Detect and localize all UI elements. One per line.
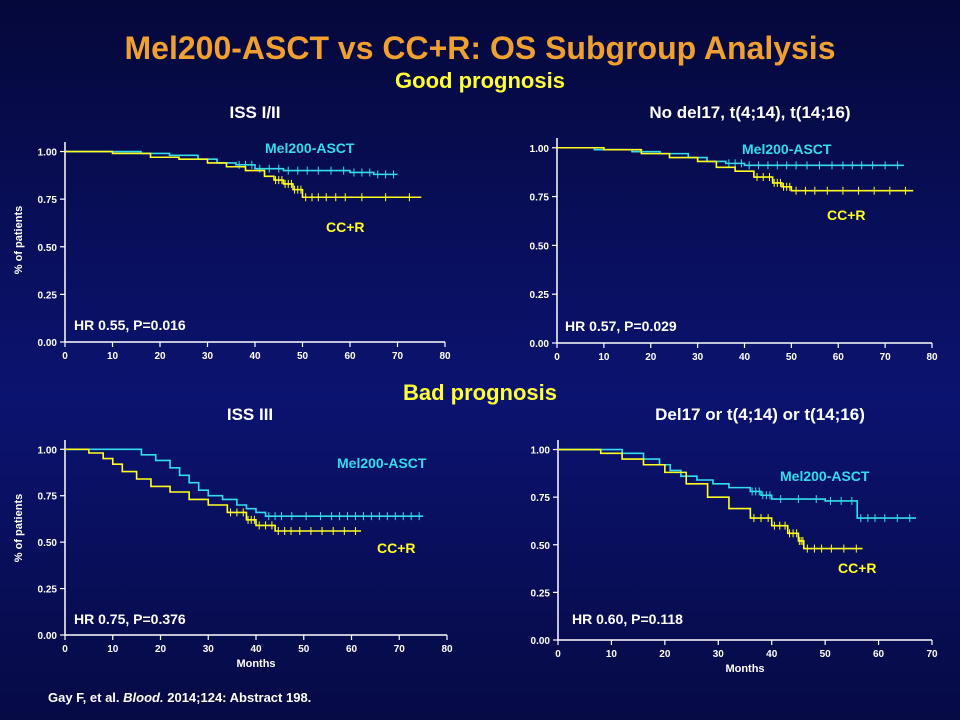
x-tick-label: 70 (880, 352, 892, 363)
y-tick-label: 0.50 (38, 538, 58, 549)
y-axis-label: % of patients (13, 206, 25, 274)
x-tick-label: 70 (926, 649, 938, 660)
km-chart-iss-1-2: 0 10 20 30 40 50 60 70 80 0.00 0.25 0.50 0.75 1.00 % o… (13, 140, 451, 362)
panel-title-del17: Del17 or t(4;14) or t(14;16) (655, 405, 865, 424)
panel-title-iss-3: ISS III (226, 405, 274, 424)
y-tick-label: 0.25 (38, 290, 58, 301)
x-tick-label: 10 (598, 352, 610, 363)
km-chart-no-del17: 0 10 20 30 40 50 60 70 80 0.00 0.25 0.50 0.75 1.00 Mel… (530, 138, 938, 363)
km-curve-cc-r (557, 146, 914, 192)
x-tick-label: 70 (394, 644, 406, 655)
km-curve-cc-r (65, 448, 362, 532)
hazard-ratio-annotation: HR 0.60, P=0.118 (572, 611, 683, 627)
x-axis-label: Months (236, 658, 275, 670)
x-axis-label: Months (725, 663, 764, 675)
slide-title: Mel200-ASCT vs CC+R: OS Subgroup Analysi… (124, 30, 836, 66)
y-tick-label: 1.00 (38, 445, 58, 456)
section-good-prognosis: Good prognosis (395, 68, 565, 93)
y-axis-label: % of patients (13, 494, 25, 562)
x-tick-label: 10 (606, 649, 618, 660)
panel-title-iss-1-2: ISS I/II (229, 103, 281, 122)
x-tick-label: 50 (298, 644, 310, 655)
y-tick-label: 0.50 (531, 541, 551, 552)
km-curve-cc-r (65, 150, 422, 199)
x-tick-label: 70 (392, 351, 404, 362)
series-label-cc-r: CC+R (326, 219, 365, 235)
y-tick-label: 1.00 (531, 446, 551, 457)
y-tick-label: 0.00 (38, 338, 58, 349)
x-tick-label: 50 (297, 351, 309, 362)
x-tick-label: 0 (62, 351, 68, 362)
x-tick-label: 0 (62, 644, 68, 655)
x-tick-label: 60 (833, 352, 845, 363)
y-tick-label: 0.75 (530, 193, 550, 204)
x-tick-label: 40 (250, 644, 262, 655)
section-bad-prognosis: Bad prognosis (402, 380, 557, 405)
y-tick-label: 0.00 (531, 636, 551, 647)
km-curve-mel200-asct (65, 150, 398, 176)
x-tick-label: 40 (766, 649, 778, 660)
x-tick-label: 60 (344, 351, 356, 362)
series-label-mel200-asct: Mel200-ASCT (265, 140, 355, 156)
y-tick-label: 0.25 (38, 585, 58, 596)
x-tick-label: 80 (441, 644, 453, 655)
x-tick-label: 60 (873, 649, 885, 660)
km-chart-del17: 0 10 20 30 40 50 60 70 0.00 0.25 0.50 0.75 1.00 Month… (531, 440, 938, 675)
x-tick-label: 40 (249, 351, 261, 362)
panel-title-no-del17: No del17, t(4;14), t(14;16) (649, 103, 851, 122)
y-tick-label: 0.25 (530, 290, 550, 301)
hazard-ratio-annotation: HR 0.75, P=0.376 (74, 611, 186, 627)
citation-journal: Blood. (123, 690, 164, 705)
hazard-ratio-annotation: HR 0.55, P=0.016 (74, 317, 186, 333)
x-tick-label: 30 (713, 649, 725, 660)
hazard-ratio-annotation: HR 0.57, P=0.029 (565, 318, 677, 334)
y-tick-label: 0.50 (38, 243, 58, 254)
y-tick-label: 0.25 (531, 588, 551, 599)
citation-footnote: Gay F, et al. Blood. 2014;124: Abstract … (48, 690, 311, 705)
x-tick-label: 80 (926, 352, 938, 363)
citation-authors: Gay F, et al. (48, 690, 120, 705)
x-tick-label: 60 (346, 644, 358, 655)
km-curve-cc-r (558, 448, 863, 550)
y-tick-label: 0.50 (530, 241, 550, 252)
x-tick-label: 10 (107, 351, 119, 362)
series-label-mel200-asct: Mel200-ASCT (780, 468, 870, 484)
series-label-mel200-asct: Mel200-ASCT (742, 141, 832, 157)
x-tick-label: 0 (554, 352, 560, 363)
y-tick-label: 0.75 (531, 493, 551, 504)
y-tick-label: 0.75 (38, 195, 58, 206)
x-tick-label: 0 (555, 649, 561, 660)
km-chart-iss-3: 0 10 20 30 40 50 60 70 80 0.00 0.25 0.50 0.75 1.00 % o… (13, 440, 453, 670)
x-tick-label: 20 (155, 644, 167, 655)
km-curve-mel200-asct (558, 448, 916, 519)
series-label-cc-r: CC+R (827, 207, 866, 223)
citation-detail: 2014;124: Abstract 198. (167, 690, 312, 705)
y-tick-label: 0.75 (38, 492, 58, 503)
y-tick-label: 1.00 (530, 144, 550, 155)
x-tick-label: 30 (203, 644, 215, 655)
x-tick-label: 80 (439, 351, 451, 362)
x-tick-label: 20 (659, 649, 671, 660)
y-tick-label: 1.00 (38, 148, 58, 159)
series-label-cc-r: CC+R (377, 540, 416, 556)
x-tick-label: 20 (645, 352, 657, 363)
series-label-mel200-asct: Mel200-ASCT (337, 455, 427, 471)
y-tick-label: 0.00 (38, 631, 58, 642)
x-tick-label: 50 (820, 649, 832, 660)
series-label-cc-r: CC+R (838, 560, 877, 576)
x-tick-label: 50 (786, 352, 798, 363)
x-tick-label: 30 (692, 352, 704, 363)
x-tick-label: 10 (107, 644, 119, 655)
x-tick-label: 30 (202, 351, 214, 362)
x-tick-label: 20 (154, 351, 166, 362)
x-tick-label: 40 (739, 352, 751, 363)
y-tick-label: 0.00 (530, 339, 550, 350)
